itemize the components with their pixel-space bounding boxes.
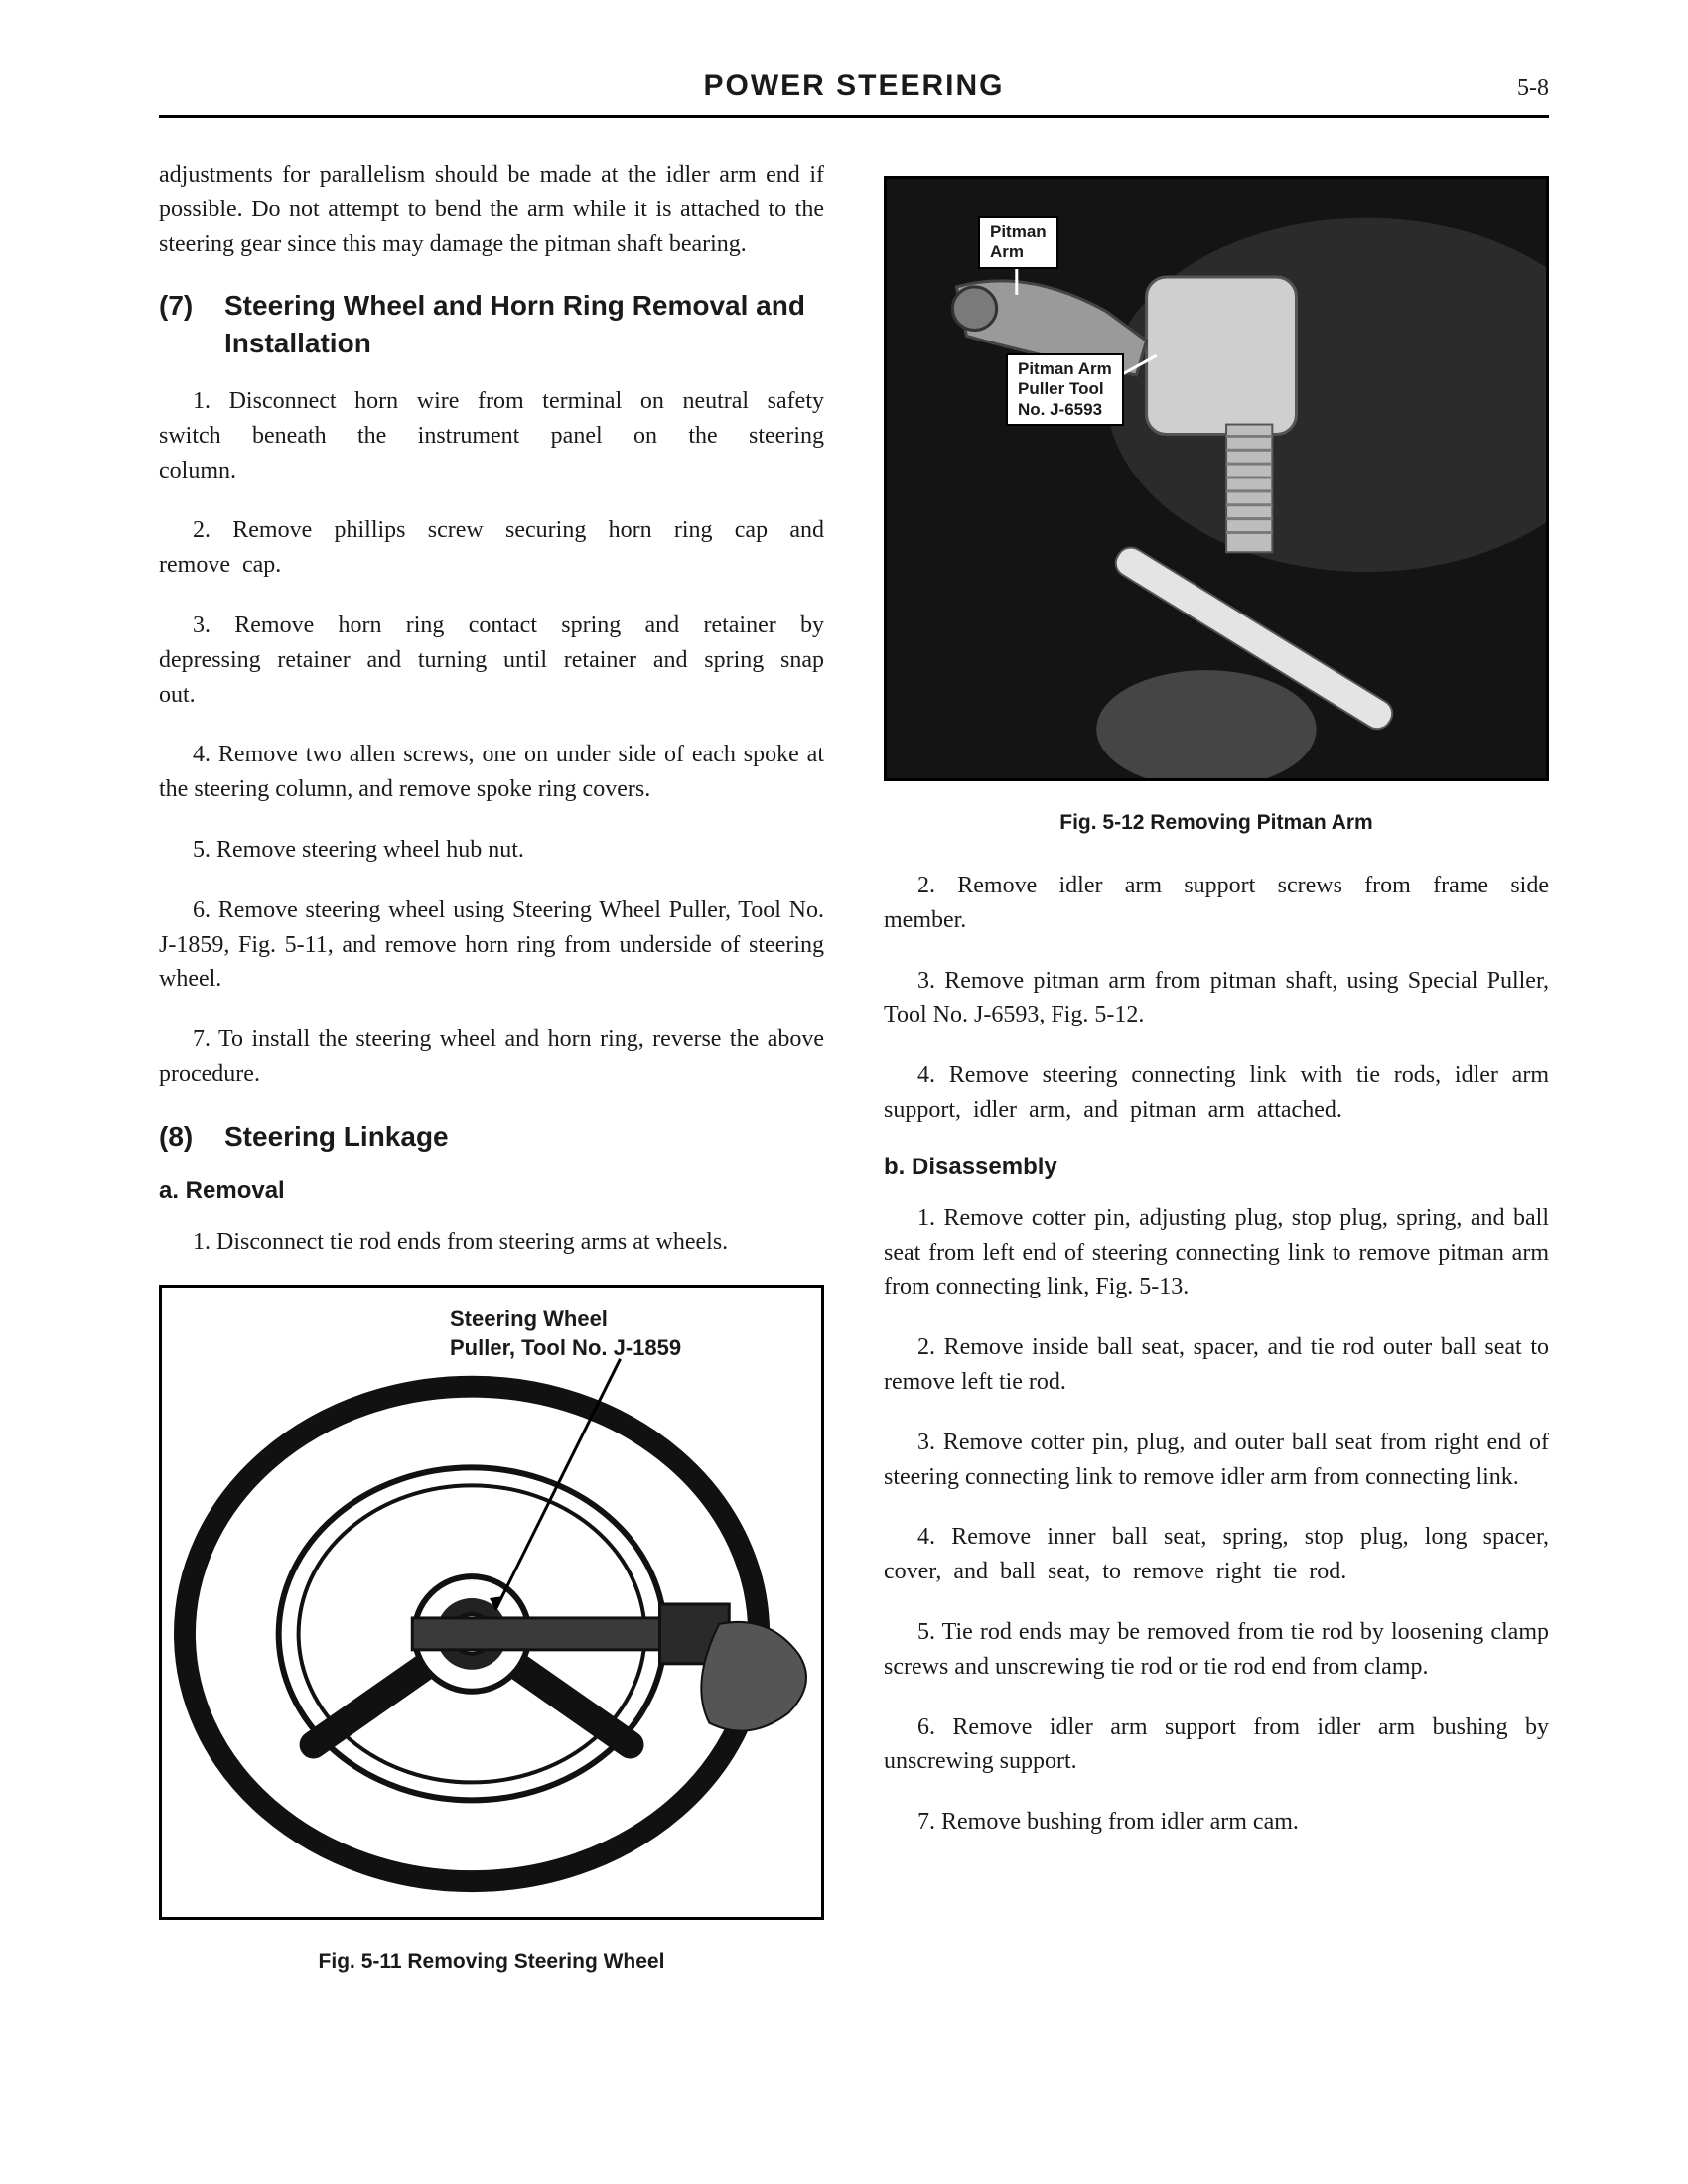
fig12-label-2: Pitman Arm Puller Tool No. J-6593: [1006, 353, 1124, 426]
right-column: Pitman Arm Pitman Arm Puller Tool No. J-…: [884, 158, 1549, 1981]
fig11-label: Steering Wheel Puller, Tool No. J-1859: [450, 1305, 681, 1362]
s8a-step-4: 4. Remove steering connecting link with …: [884, 1058, 1549, 1128]
s8b-step-2: 2. Remove inside ball seat, spacer, and …: [884, 1330, 1549, 1400]
fig11-caption: Fig. 5-11 Removing Steering Wheel: [159, 1950, 824, 1974]
figure-5-12: Pitman Arm Pitman Arm Puller Tool No. J-…: [884, 176, 1549, 781]
section-8-heading: (8) Steering Linkage: [159, 1118, 824, 1156]
s8a-step-3: 3. Remove pitman arm from pitman shaft, …: [884, 964, 1549, 1033]
section-7-heading: (7) Steering Wheel and Horn Ring Removal…: [159, 287, 824, 362]
page-header: POWER STEERING 5-8: [159, 69, 1549, 118]
s7-step-6: 6. Remove steering wheel using Steering …: [159, 893, 824, 997]
steering-wheel-drawing: [162, 1288, 821, 1917]
s7-step-4: 4. Remove two allen screws, one on under…: [159, 738, 824, 807]
s7-step-2: 2. Remove phillips screw securing horn r…: [159, 513, 824, 583]
left-column: adjustments for parallelism should be ma…: [159, 158, 824, 1981]
fig12-label-1: Pitman Arm: [978, 216, 1058, 269]
section-7-number: (7): [159, 287, 224, 325]
s8b-step-4: 4. Remove inner ball seat, spring, stop …: [884, 1520, 1549, 1589]
page: POWER STEERING 5-8 adjustments for paral…: [0, 0, 1688, 2071]
s8b-step-7: 7. Remove bushing from idler arm cam.: [884, 1805, 1549, 1840]
s7-step-3: 3. Remove horn ring contact spring and r…: [159, 609, 824, 712]
s7-step-7: 7. To install the steering wheel and hor…: [159, 1023, 824, 1092]
fig12-caption: Fig. 5-12 Removing Pitman Arm: [884, 811, 1549, 835]
intro-paragraph: adjustments for parallelism should be ma…: [159, 158, 824, 261]
columns: adjustments for parallelism should be ma…: [159, 158, 1549, 1981]
s7-step-5: 5. Remove steering wheel hub nut.: [159, 833, 824, 868]
sub-b-heading: b. Disassembly: [884, 1154, 1549, 1181]
s8b-step-6: 6. Remove idler arm support from idler a…: [884, 1710, 1549, 1780]
s8a-step-1: 1. Disconnect tie rod ends from steering…: [159, 1225, 824, 1260]
figure-5-11: Steering Wheel Puller, Tool No. J-1859: [159, 1285, 824, 1920]
s7-step-1: 1. Disconnect horn wire from terminal on…: [159, 384, 824, 487]
section-7-title: Steering Wheel and Horn Ring Removal and…: [224, 287, 824, 362]
s8b-step-1: 1. Remove cotter pin, adjusting plug, st…: [884, 1201, 1549, 1304]
s8a-step-2: 2. Remove idler arm support screws from …: [884, 869, 1549, 938]
sub-a-heading: a. Removal: [159, 1177, 824, 1205]
page-number: 5-8: [1517, 75, 1549, 102]
section-8-number: (8): [159, 1118, 224, 1156]
s8b-step-5: 5. Tie rod ends may be removed from tie …: [884, 1615, 1549, 1685]
page-title: POWER STEERING: [703, 69, 1004, 103]
section-8-title: Steering Linkage: [224, 1118, 449, 1156]
s8b-step-3: 3. Remove cotter pin, plug, and outer ba…: [884, 1426, 1549, 1495]
